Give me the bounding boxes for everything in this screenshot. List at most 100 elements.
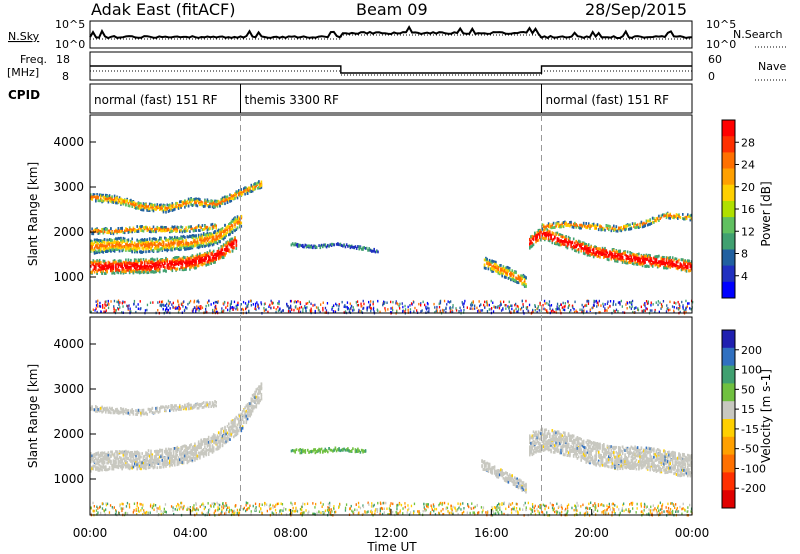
power-mark-4652 xyxy=(392,308,394,312)
power-mark-4086 xyxy=(159,300,161,304)
power-mark-578 xyxy=(190,265,192,269)
power-mark-4017 xyxy=(386,301,388,304)
power-mark-1973 xyxy=(98,199,101,203)
velocity-mark-204 xyxy=(120,450,122,454)
power-mark-4331 xyxy=(128,304,130,307)
power-mark-488 xyxy=(175,256,177,259)
power-mark-4568 xyxy=(594,300,596,303)
power-mark-1513 xyxy=(206,243,209,247)
power-mark-4053 xyxy=(667,307,669,310)
power-mark-4334 xyxy=(586,300,588,303)
power-mark-3571 xyxy=(634,222,636,226)
power-mark-153 xyxy=(118,263,121,267)
power-mark-970 xyxy=(112,241,115,244)
power-mark-2137 xyxy=(148,207,151,211)
power-mark-2293 xyxy=(197,199,200,203)
power-mark-3437 xyxy=(562,225,565,229)
power-mark-4666 xyxy=(331,308,333,311)
power-mark-1494 xyxy=(202,238,205,242)
power-mark-4501 xyxy=(550,304,553,307)
power-mark-569 xyxy=(189,260,191,264)
power-mark-886 xyxy=(98,244,101,247)
power-mark-1451 xyxy=(196,245,199,249)
power-mark-2877 xyxy=(575,249,577,253)
power-mark-1354 xyxy=(180,243,182,247)
power-mark-3589 xyxy=(643,221,645,225)
power-mark-4336 xyxy=(463,302,465,305)
power-mark-345 xyxy=(150,267,152,271)
power-mark-2374 xyxy=(224,202,226,206)
power-mark-3668 xyxy=(689,218,692,222)
power-mark-3665 xyxy=(687,213,689,217)
power-mark-249 xyxy=(135,270,137,274)
power-mark-2204 xyxy=(169,209,171,212)
velocity-mark-13 xyxy=(91,467,93,471)
power-mark-4403 xyxy=(373,310,375,313)
power-mark-681 xyxy=(209,249,211,253)
power-mark-4015 xyxy=(538,309,540,312)
power-mark-1032 xyxy=(122,239,125,243)
power-mark-2447 xyxy=(248,189,250,192)
power-mark-1133 xyxy=(141,251,143,254)
power-mark-213 xyxy=(127,265,130,269)
power-mark-3953 xyxy=(334,310,337,314)
power-mark-146 xyxy=(117,263,120,267)
power-mark-1091 xyxy=(132,246,135,250)
power-mark-427 xyxy=(164,259,166,262)
power-mark-3833 xyxy=(682,304,684,307)
power-mark-4079 xyxy=(122,305,124,308)
power-mark-3149 xyxy=(635,262,638,266)
power-mark-3585 xyxy=(641,225,644,229)
power-mark-373 xyxy=(155,262,157,265)
power-mark-3786 xyxy=(404,308,407,311)
power-mark-1787 xyxy=(131,230,133,234)
power-mark-1975 xyxy=(98,193,101,197)
power-mark-590 xyxy=(192,263,195,267)
power-mark-1613 xyxy=(224,230,226,233)
power-mark-2694 xyxy=(531,244,534,247)
power-mark-2574 xyxy=(501,272,503,276)
power-mark-3433 xyxy=(561,223,564,226)
power-mark-4457 xyxy=(200,307,202,310)
power-mark-1550 xyxy=(212,240,215,243)
power-mark-4669 xyxy=(377,299,379,303)
power-mark-1939 xyxy=(211,227,214,231)
power-mark-1137 xyxy=(141,246,143,250)
power-mark-3466 xyxy=(580,223,582,227)
power-mark-1844 xyxy=(160,228,162,231)
power-mark-393 xyxy=(157,263,160,267)
power-mark-4145 xyxy=(192,308,194,311)
power-mark-2671 xyxy=(523,275,526,278)
power-mark-4541 xyxy=(427,311,429,314)
power-mark-988 xyxy=(116,248,118,251)
power-mark-2906 xyxy=(582,247,585,251)
power-mark-402 xyxy=(159,262,161,266)
power-mark-3070 xyxy=(618,257,620,261)
power-mark-2112 xyxy=(141,208,143,212)
power-mark-229 xyxy=(130,262,132,266)
power-mark-3979 xyxy=(384,307,386,310)
power-mark-3425 xyxy=(557,225,560,228)
power-mark-982 xyxy=(115,237,117,241)
power-mark-3987 xyxy=(94,309,96,312)
power-mark-1837 xyxy=(156,227,159,231)
power-mark-474 xyxy=(171,261,174,265)
power-mark-3569 xyxy=(633,223,635,227)
power-mark-3834 xyxy=(137,303,139,306)
velocity-mark-75 xyxy=(100,451,102,455)
power-mark-330 xyxy=(147,259,150,263)
power-mark-4377 xyxy=(97,299,99,303)
power-mark-3458 xyxy=(574,224,576,228)
power-mark-1535 xyxy=(210,232,212,236)
power-mark-616 xyxy=(197,259,200,263)
power-mark-2100 xyxy=(137,206,140,210)
power-mark-1878 xyxy=(175,229,177,233)
power-mark-3592 xyxy=(644,224,646,228)
velocity-mark-191 xyxy=(117,458,120,462)
power-mark-398 xyxy=(159,261,161,265)
power-mark-591 xyxy=(192,265,195,269)
power-mark-1269 xyxy=(164,248,166,252)
power-mark-633 xyxy=(200,263,202,266)
power-mark-4546 xyxy=(347,307,349,310)
power-mark-2699 xyxy=(532,243,535,247)
